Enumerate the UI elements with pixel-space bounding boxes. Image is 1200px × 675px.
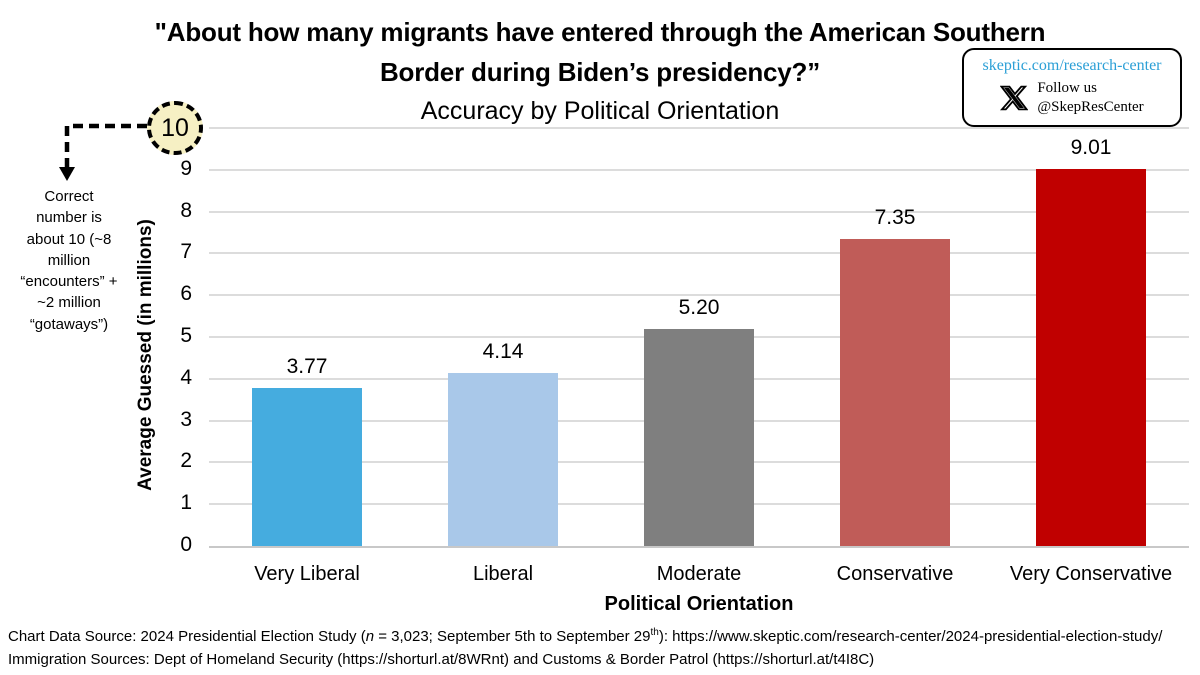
bar-value-label: 9.01 xyxy=(1070,136,1112,160)
bar xyxy=(1036,169,1146,546)
title-block: "About how many migrants have entered th… xyxy=(0,12,1200,127)
chart-title-line2: Border during Biden’s presidency?” xyxy=(379,57,821,88)
y-tick-label: 1 xyxy=(180,491,192,515)
y-tick-label: 8 xyxy=(180,198,192,222)
y-tick-label: 4 xyxy=(180,365,192,389)
bar-value-label: 5.20 xyxy=(678,295,720,319)
x-tick-label: Conservative xyxy=(836,563,954,585)
x-axis-line xyxy=(209,546,1189,548)
bar-value-label: 3.77 xyxy=(286,355,328,379)
gridline xyxy=(209,127,1189,129)
gridline xyxy=(209,294,1189,297)
correct-answer-value: 10 xyxy=(161,113,189,142)
callout-arrow-icon xyxy=(59,123,147,181)
y-tick-label: 5 xyxy=(180,324,192,347)
correct-answer-note: Correct number is about 10 (~8 million “… xyxy=(20,188,118,333)
source-notes: Chart Data Source: 2024 Presidential Ele… xyxy=(8,626,1196,671)
bar-value-label: 4.14 xyxy=(482,339,524,363)
x-tick-label: Moderate xyxy=(656,563,742,585)
source-line-1: Chart Data Source: 2024 Presidential Ele… xyxy=(8,627,1163,646)
follow-us-handle: @SkepResCenter xyxy=(1037,98,1144,115)
y-tick-label: 7 xyxy=(180,240,192,264)
gridline xyxy=(209,168,1189,171)
bar xyxy=(840,238,950,546)
chart-title-line1: "About how many migrants have entered th… xyxy=(154,17,1046,47)
x-twitter-icon xyxy=(1000,85,1029,111)
bar xyxy=(644,328,754,546)
x-axis-title: Political Orientation xyxy=(604,593,794,615)
source-line-2: Immigration Sources: Dept of Homeland Se… xyxy=(8,650,875,668)
branding-badge: skeptic.com/research-center Follow us @S… xyxy=(962,48,1182,127)
correct-answer-circle: 10 xyxy=(147,101,203,155)
bar-value-label: 7.35 xyxy=(874,205,916,229)
research-center-link: skeptic.com/research-center xyxy=(982,57,1162,74)
y-tick-label: 9 xyxy=(180,156,192,180)
y-tick-label: 0 xyxy=(180,533,192,556)
follow-us-line1: Follow us xyxy=(1037,80,1097,96)
follow-us-text: Follow us @SkepResCenter xyxy=(1037,79,1143,117)
chart-subtitle: Accuracy by Political Orientation xyxy=(420,96,780,125)
y-tick-label: 3 xyxy=(180,407,192,431)
y-tick-label: 2 xyxy=(180,449,192,473)
x-tick-label: Liberal xyxy=(472,563,534,585)
bar xyxy=(252,388,362,546)
x-tick-label: Very Liberal xyxy=(254,563,360,585)
bar xyxy=(448,372,558,546)
x-tick-label: Very Conservative xyxy=(1009,563,1173,585)
y-tick-label: 6 xyxy=(180,282,192,306)
gridline xyxy=(209,210,1189,213)
gridline xyxy=(209,252,1189,255)
